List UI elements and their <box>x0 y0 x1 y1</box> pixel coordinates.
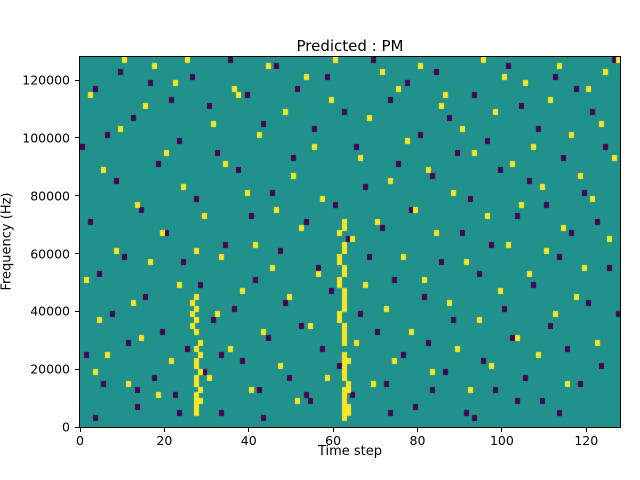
x-tick-label: 120 <box>574 433 599 448</box>
x-tick-label: 80 <box>409 433 426 448</box>
x-tick-label: 40 <box>240 433 257 448</box>
x-tick-label: 100 <box>489 433 514 448</box>
plot-area <box>79 56 621 428</box>
y-tick-mark <box>75 195 79 197</box>
y-tick-mark <box>75 310 79 312</box>
x-tick-mark <box>79 428 81 432</box>
y-tick-mark <box>75 368 79 370</box>
y-tick-label: 60000 <box>30 246 70 262</box>
x-tick-label: 0 <box>76 433 84 448</box>
y-tick-label: 100000 <box>22 130 70 146</box>
y-tick-mark <box>75 137 79 139</box>
y-tick-label: 120000 <box>22 72 70 88</box>
x-tick-mark <box>585 428 587 432</box>
chart-title: Predicted : PM <box>296 37 404 55</box>
y-tick-mark <box>75 426 79 428</box>
x-tick-mark <box>248 428 250 432</box>
x-tick-label: 60 <box>325 433 342 448</box>
x-tick-mark <box>163 428 165 432</box>
x-axis-label: Time step <box>317 444 383 459</box>
y-tick-label: 80000 <box>30 188 70 204</box>
y-tick-mark <box>75 79 79 81</box>
y-tick-label: 0 <box>62 419 70 435</box>
y-tick-mark <box>75 253 79 255</box>
x-tick-label: 20 <box>156 433 173 448</box>
y-tick-label: 20000 <box>30 361 70 377</box>
x-tick-mark <box>501 428 503 432</box>
x-tick-mark <box>332 428 334 432</box>
y-tick-label: 40000 <box>30 303 70 319</box>
heatmap-canvas <box>80 57 620 427</box>
x-tick-mark <box>417 428 418 432</box>
